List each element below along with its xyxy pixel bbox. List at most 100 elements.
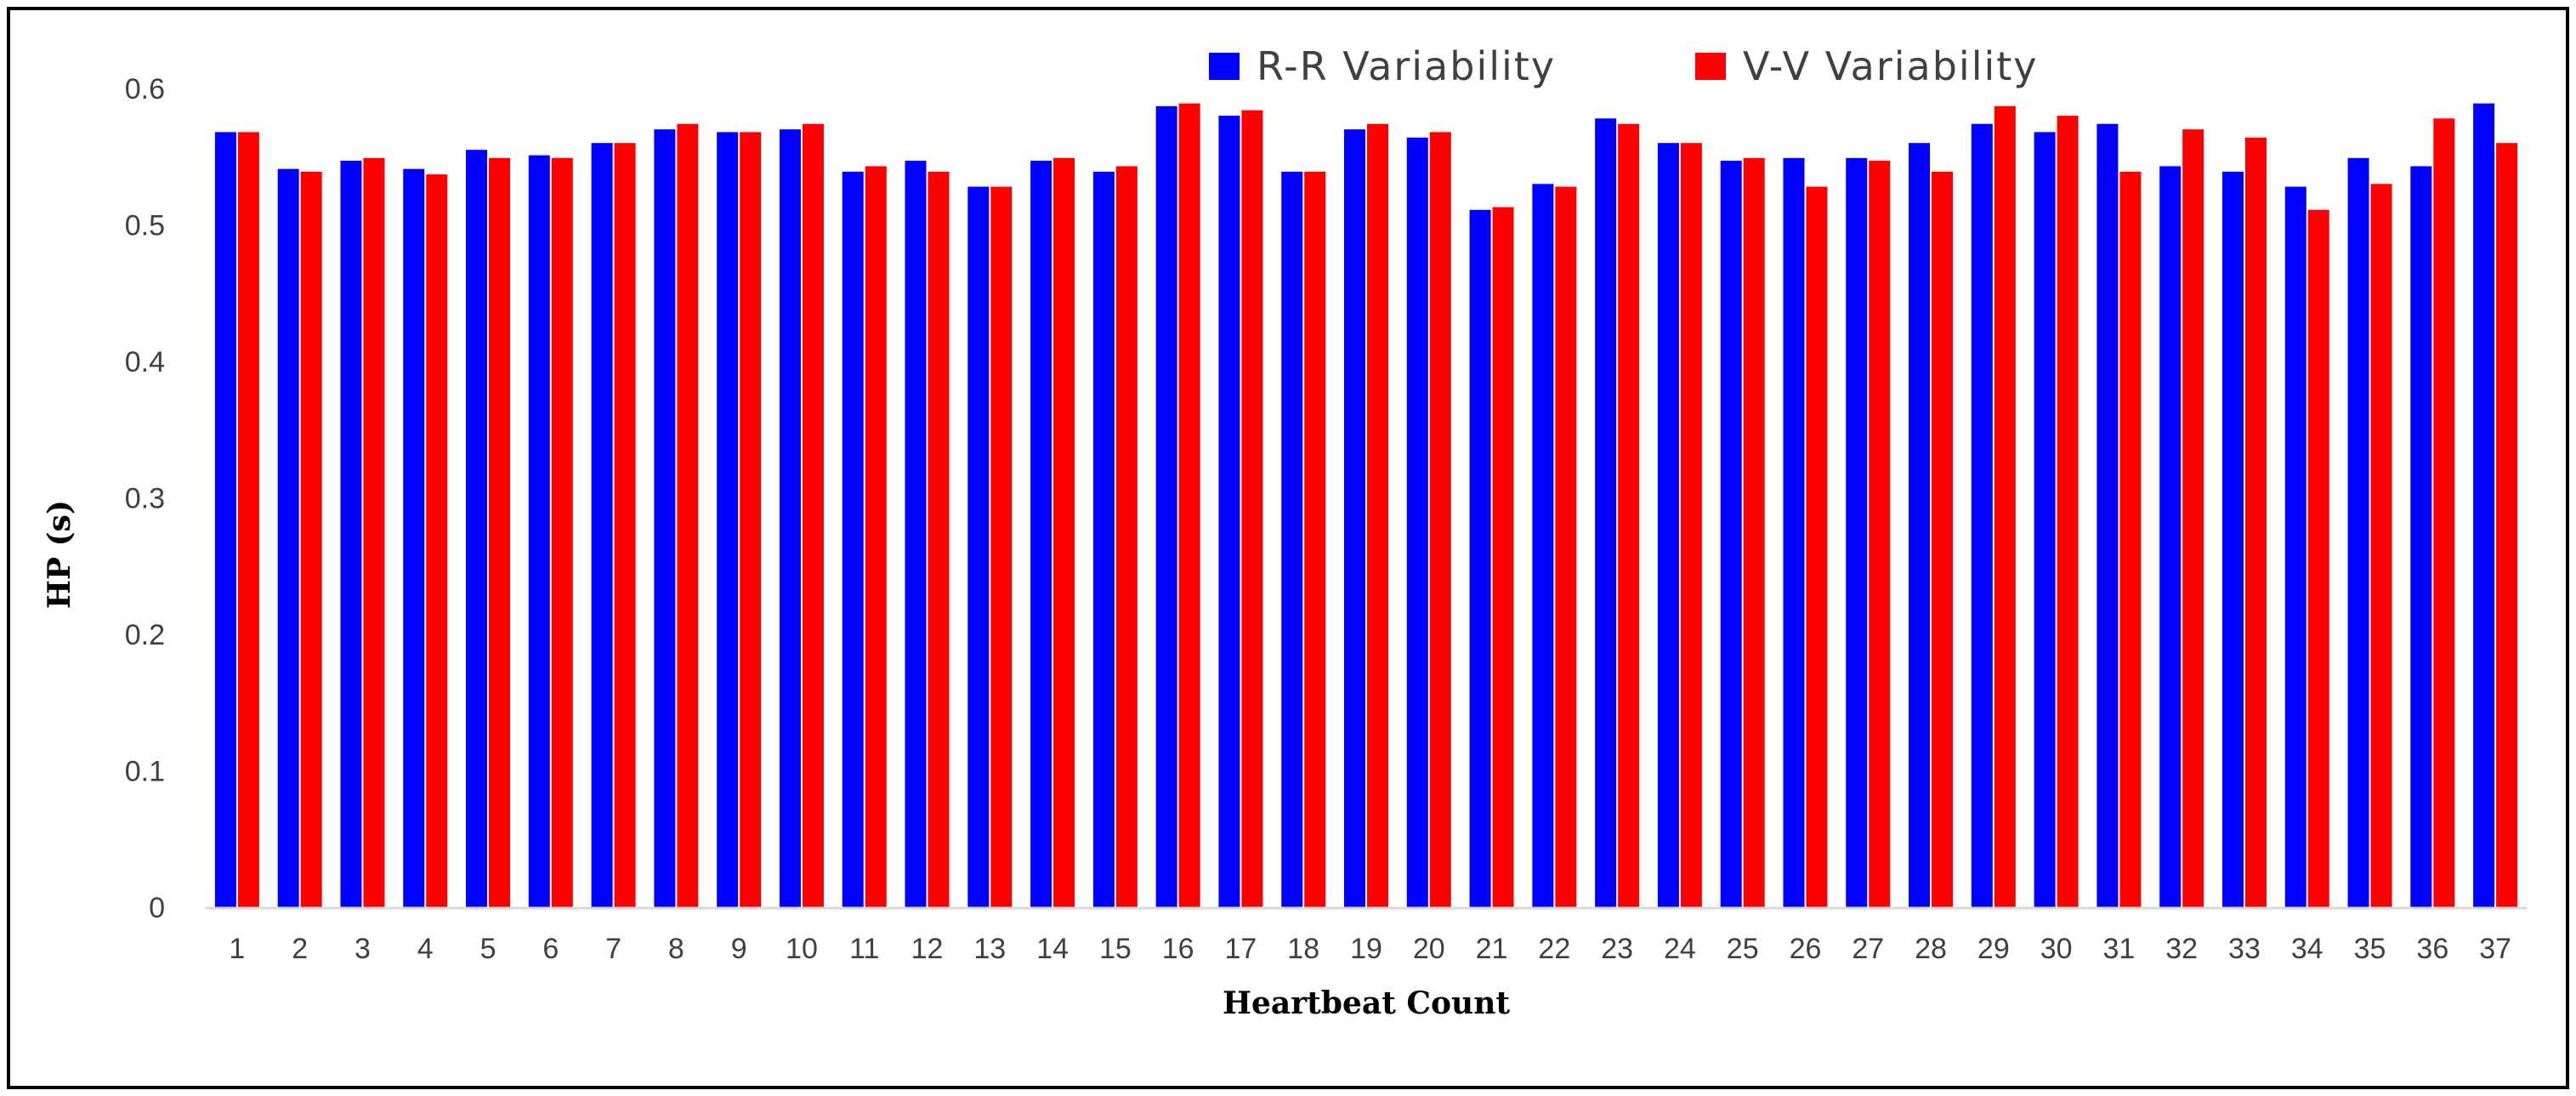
rr-bar-34: [2284, 186, 2306, 907]
vv-bar-7: [614, 143, 636, 907]
x-tick-label: 9: [731, 933, 747, 965]
y-tick-label: 0.4: [125, 346, 165, 378]
vv-bar-18: [1304, 171, 1326, 907]
x-tick-label: 33: [2228, 933, 2261, 965]
rr-bar-36: [2410, 166, 2432, 908]
x-tick-label: 27: [1852, 933, 1884, 965]
x-tick-label: 35: [2354, 933, 2386, 965]
rr-bar-19: [1344, 129, 1365, 907]
rr-bar-5: [466, 150, 488, 908]
x-tick-label: 6: [542, 933, 559, 965]
y-tick-label: 0.2: [125, 619, 165, 651]
rr-bar-10: [779, 129, 801, 907]
vv-bar-26: [1806, 186, 1828, 907]
rr-bar-24: [1657, 143, 1679, 907]
rr-bar-28: [1909, 143, 1931, 907]
vv-bar-33: [2244, 137, 2267, 907]
vv-bar-3: [363, 157, 385, 908]
rr-bar-2: [277, 168, 299, 907]
x-tick-label: 28: [1915, 933, 1947, 965]
legend: R-R Variability V-V Variability: [1209, 43, 2037, 89]
rr-bar-21: [1469, 209, 1491, 908]
x-tick-label: 20: [1413, 933, 1445, 965]
x-tick-label: 18: [1287, 933, 1319, 965]
vv-bar-13: [990, 186, 1013, 907]
vv-bar-30: [2057, 116, 2079, 908]
rr-bar-32: [2159, 166, 2182, 908]
vv-bar-22: [1555, 186, 1577, 907]
rr-legend-swatch: [1209, 53, 1240, 80]
x-tick-label: 29: [1977, 933, 2010, 965]
vv-bar-32: [2182, 129, 2204, 907]
rr-bar-8: [654, 129, 676, 907]
vv-bar-21: [1492, 207, 1514, 907]
x-tick-label: 14: [1036, 933, 1069, 965]
vv-bar-12: [928, 171, 950, 907]
rr-bar-27: [1846, 157, 1868, 908]
vv-legend-swatch: [1695, 53, 1726, 80]
x-tick-label: 10: [786, 933, 818, 965]
x-tick-label: 26: [1790, 933, 1822, 965]
rr-bar-26: [1783, 157, 1805, 908]
x-tick-label: 5: [480, 933, 496, 965]
vv-bar-24: [1680, 143, 1702, 907]
x-tick-label: 19: [1350, 933, 1382, 965]
x-tick-label: 3: [355, 933, 371, 965]
vv-bar-31: [2119, 171, 2142, 907]
vv-bar-17: [1241, 110, 1263, 907]
x-tick-label: 25: [1727, 933, 1759, 965]
rr-bar-9: [717, 132, 739, 908]
x-tick-label: 16: [1162, 933, 1194, 965]
rr-bar-25: [1720, 161, 1742, 907]
x-tick-label: 24: [1664, 933, 1696, 965]
rr-bar-31: [2097, 123, 2119, 908]
y-axis-title: HP (s): [42, 500, 77, 609]
rr-bar-20: [1406, 137, 1428, 907]
y-tick-label: 0.3: [125, 483, 165, 515]
vv-bar-25: [1743, 157, 1765, 908]
y-axis-ticks: 0 0.1 0.2 0.3 0.4 0.5 0.6: [125, 73, 165, 924]
rr-legend-label: R-R Variability: [1257, 43, 1556, 89]
rr-bar-12: [905, 161, 927, 907]
x-tick-label: 30: [2040, 933, 2073, 965]
rr-bar-18: [1281, 171, 1303, 907]
x-tick-label: 36: [2416, 933, 2448, 965]
y-tick-label: 0.1: [125, 756, 165, 788]
rr-bar-15: [1092, 171, 1115, 907]
vv-bar-20: [1429, 132, 1451, 908]
vv-bar-14: [1053, 157, 1075, 908]
x-tick-label: 7: [605, 933, 621, 965]
rr-bar-30: [2034, 132, 2056, 908]
x-tick-label: 37: [2479, 933, 2511, 965]
rr-bar-7: [591, 143, 613, 907]
vv-bar-9: [740, 132, 762, 908]
vv-bar-37: [2496, 143, 2518, 907]
vv-bar-35: [2370, 184, 2392, 908]
x-tick-label: 8: [668, 933, 684, 965]
chart-frame: 0 0.1 0.2 0.3 0.4 0.5 0.6 1 2 3 4 5 6 7 8 9 10 11 12 13 14 1…: [7, 7, 2569, 1089]
x-tick-label: 13: [973, 933, 1006, 965]
rr-bar-13: [967, 186, 990, 907]
x-tick-label: 23: [1601, 933, 1633, 965]
vv-bar-2: [300, 171, 322, 907]
vv-bar-4: [426, 174, 448, 908]
vv-bar-6: [551, 157, 573, 908]
x-axis-ticks: 1 2 3 4 5 6 7 8 9 10 11 12 13 14 15 16 17 18 19 20 21 22 23 24 2…: [229, 933, 2511, 965]
x-tick-label: 2: [292, 933, 308, 965]
y-tick-label: 0.5: [125, 210, 165, 242]
rr-bar-16: [1155, 105, 1177, 908]
rr-bar-4: [403, 168, 425, 907]
rr-bar-23: [1595, 118, 1617, 907]
y-tick-label: 0.6: [125, 73, 165, 105]
x-tick-label: 31: [2102, 933, 2135, 965]
vv-bar-23: [1618, 123, 1640, 908]
rr-bar-1: [214, 132, 236, 908]
vv-bar-10: [802, 123, 824, 908]
rr-bar-29: [1971, 123, 1993, 908]
bars: [214, 103, 2518, 908]
x-tick-label: 34: [2291, 933, 2324, 965]
rr-bar-33: [2221, 171, 2244, 907]
rr-bar-11: [842, 171, 864, 907]
x-axis-title: Heartbeat Count: [1223, 985, 1510, 1021]
x-tick-label: 11: [849, 933, 879, 965]
